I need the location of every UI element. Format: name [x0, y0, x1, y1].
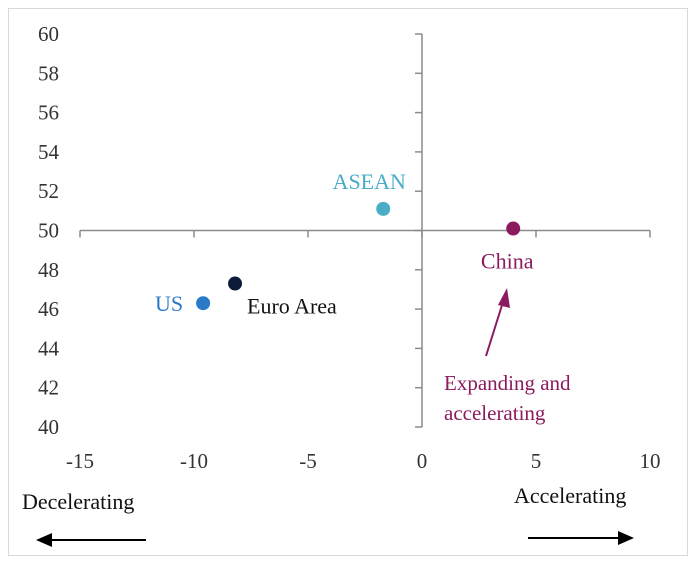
label-asean: ASEAN — [333, 169, 406, 194]
right-arrow — [528, 531, 634, 545]
chart-frame — [8, 8, 688, 556]
y-tick-label: 44 — [38, 336, 60, 360]
accelerating-label: Accelerating — [514, 483, 626, 508]
annotation-line-1: Expanding and — [444, 371, 571, 395]
y-tick-label: 46 — [38, 297, 59, 321]
label-us: US — [155, 291, 183, 316]
annotation-arrowhead — [498, 288, 510, 308]
y-tick-label: 42 — [38, 376, 59, 400]
point-us — [196, 296, 211, 311]
x-tick-label: 10 — [640, 449, 661, 473]
y-tick-label: 56 — [38, 101, 59, 125]
point-labels: ASEAN China US Euro Area — [155, 169, 534, 319]
y-tick-label: 60 — [38, 22, 59, 46]
x-tick-label: -15 — [66, 449, 94, 473]
point-asean — [376, 201, 391, 216]
left-arrow-head — [36, 533, 52, 547]
y-tick-label: 52 — [38, 179, 59, 203]
data-points — [196, 201, 521, 311]
decelerating-label: Decelerating — [22, 489, 134, 514]
x-tick-label: 0 — [417, 449, 428, 473]
axes — [79, 33, 651, 428]
label-euro-area: Euro Area — [247, 294, 337, 319]
y-tick-label: 40 — [38, 415, 59, 439]
annotation-line-2: accelerating — [444, 401, 546, 425]
right-arrow-head — [618, 531, 634, 545]
y-tick-label: 58 — [38, 61, 59, 85]
x-tick-label: -10 — [180, 449, 208, 473]
left-arrow — [36, 533, 146, 547]
point-euro-area — [228, 276, 243, 291]
tick-labels: -15 -10 -5 0 5 10 40 42 44 46 48 50 52 54 56 58 60 — [38, 22, 661, 473]
y-tick-label: 50 — [38, 219, 59, 243]
y-tick-label: 54 — [38, 140, 60, 164]
x-tick-label: -5 — [299, 449, 317, 473]
point-china — [506, 221, 521, 236]
label-china: China — [481, 249, 534, 274]
annotation-arrow — [485, 301, 504, 357]
x-tick-label: 5 — [531, 449, 542, 473]
y-tick-label: 48 — [38, 258, 59, 282]
